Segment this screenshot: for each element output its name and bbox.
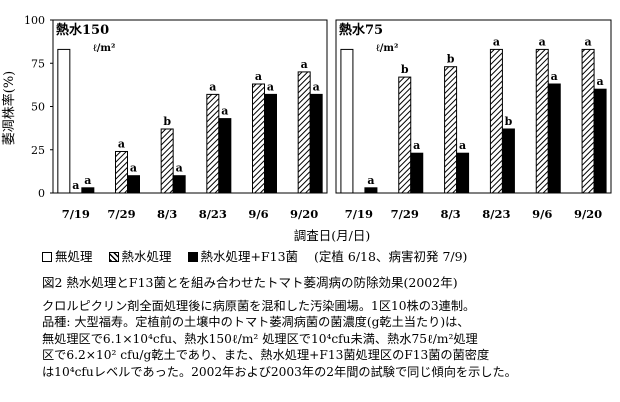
bar (398, 76, 412, 194)
legend-note: (定植 6/18、病害初発 7/9) (314, 249, 468, 264)
data-label: a (539, 35, 546, 48)
note-line: クロルピクリン剤全面処理後に病原菌を混和した汚染圃場。1区10株の3連制。 (42, 299, 476, 313)
data-label: b (401, 63, 409, 76)
y-axis-title: 萎凋株率(%) (1, 71, 17, 146)
bar (115, 150, 128, 194)
x-tick-label: 8/23 (199, 207, 227, 221)
panel-frame (52, 19, 328, 194)
data-label: a (72, 179, 79, 192)
panel-unit-label: ℓ/m² (376, 43, 398, 54)
data-label: a (130, 162, 137, 175)
note-line: 区で6.2×10² cfu/g乾土であり、また、熱水処理+F13菌処理区のF13… (42, 348, 490, 363)
x-tick-label: 9/20 (290, 207, 318, 221)
bar (501, 128, 515, 194)
bar (252, 83, 265, 194)
bar (127, 175, 140, 194)
legend-swatch-none (42, 252, 52, 262)
data-label: a (413, 139, 420, 152)
data-label: a (459, 139, 466, 152)
x-tick-label: 9/6 (532, 207, 552, 221)
data-label: a (367, 174, 374, 187)
legend-label-hot-water: 熱水処理 (121, 249, 172, 264)
bar (264, 93, 277, 194)
x-tick-label: 9/6 (248, 207, 268, 221)
bar (218, 118, 232, 194)
legend-item-hot-water: 熱水処理 (108, 249, 172, 264)
bar (581, 48, 595, 194)
bar (410, 152, 424, 194)
figure-caption: 図2 熱水処理とF13菌とを組み合わせたトマト萎凋病の防除効果(2002年) (42, 275, 458, 290)
legend-swatch-hot-water (108, 252, 119, 262)
data-label: a (301, 58, 308, 71)
legend-item-none: 無処理 (42, 249, 93, 264)
data-label: b (505, 115, 513, 128)
x-tick-label: 7/29 (391, 207, 419, 221)
data-label: a (221, 105, 228, 118)
bar (206, 93, 220, 194)
x-tick-label: 8/3 (440, 207, 460, 221)
data-label: b (447, 53, 455, 66)
note-line: 品種: 大型福寿。定植前の土壌中のトマト萎凋病菌の菌濃度(g乾土当たり)は、 (42, 315, 470, 330)
bar (535, 48, 549, 194)
x-tick-label: 8/3 (157, 207, 177, 221)
bar (340, 48, 354, 194)
panel-title: 熱水150 (56, 22, 109, 38)
bar (593, 88, 607, 194)
figure-notes: クロルピクリン剤全面処理後に病原菌を混和した汚染圃場。1区10株の3連制。 品種… (42, 298, 612, 380)
x-axis-title: 調査日(月/日) (294, 228, 370, 243)
y-tick-label: 25 (31, 144, 45, 157)
data-label: a (313, 80, 320, 93)
data-label: a (118, 137, 125, 150)
bar (297, 71, 311, 194)
data-label: a (209, 80, 216, 93)
bar (547, 83, 561, 194)
y-tick-label: 100 (24, 14, 45, 27)
x-tick-label: 9/20 (574, 207, 602, 221)
legend-label-hot-water-f13: 熱水処理+F13菌 (200, 249, 299, 264)
bar (444, 66, 458, 194)
y-tick-label: 0 (38, 187, 45, 200)
data-label: a (267, 80, 274, 93)
note-line: は10⁴cfuレベルであった。2002年および2003年の2年間の試験で同じ傾向… (42, 364, 517, 379)
x-tick-label: 7/19 (345, 207, 373, 221)
legend-item-hot-water-f13: 熱水処理+F13菌 (187, 249, 299, 264)
data-label: a (84, 174, 91, 187)
bar (489, 48, 503, 194)
x-tick-label: 8/23 (482, 207, 510, 221)
bar (81, 187, 95, 194)
legend-label-none: 無処理 (55, 249, 93, 264)
y-tick-label: 50 (31, 101, 45, 114)
note-line: 無処理区で6.1×10⁴cfu、熱水150ℓ/m² 処理区で10⁴cfu未満、熱… (42, 331, 478, 346)
legend-swatch-hot-water-f13 (187, 252, 198, 262)
chart-legend: 無処理 熱水処理 熱水処理+F13菌 (定植 6/18、病害初発 7/9) (42, 246, 612, 265)
panel-unit-label: ℓ/m² (93, 43, 115, 54)
panel-title: 熱水75 (339, 22, 383, 38)
data-label: a (176, 162, 183, 175)
bar (309, 93, 323, 194)
bar (172, 175, 186, 194)
data-label: a (585, 35, 592, 48)
data-label: b (163, 115, 171, 128)
y-tick-label: 75 (31, 57, 45, 70)
x-tick-label: 7/19 (62, 207, 90, 221)
bar (456, 152, 470, 194)
bar (364, 187, 378, 194)
data-label: a (255, 70, 262, 83)
data-label: a (551, 70, 558, 83)
data-label: a (597, 75, 604, 88)
x-tick-label: 7/29 (107, 207, 135, 221)
data-label: a (493, 35, 500, 48)
bar (160, 128, 174, 194)
panel-frame (335, 19, 612, 194)
bar (57, 48, 71, 194)
